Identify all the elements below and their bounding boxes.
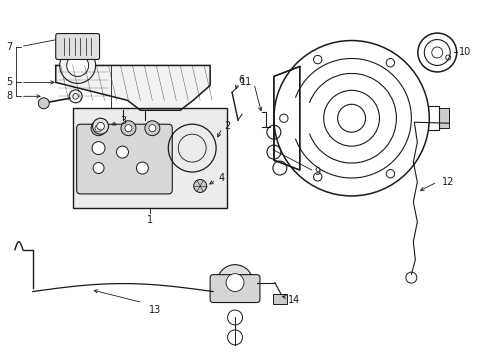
Text: 12: 12 xyxy=(441,177,453,187)
Circle shape xyxy=(91,121,106,136)
Text: 14: 14 xyxy=(287,294,300,305)
Circle shape xyxy=(125,125,132,132)
Bar xyxy=(73,108,226,208)
Circle shape xyxy=(92,118,108,134)
Circle shape xyxy=(136,162,148,174)
Circle shape xyxy=(66,54,88,76)
Text: 9: 9 xyxy=(314,167,320,177)
Bar xyxy=(438,108,448,128)
Text: 11: 11 xyxy=(239,77,251,87)
Text: 1: 1 xyxy=(146,215,153,225)
FancyBboxPatch shape xyxy=(77,124,172,194)
Circle shape xyxy=(121,121,136,136)
Circle shape xyxy=(225,274,244,292)
Circle shape xyxy=(92,141,105,154)
Circle shape xyxy=(217,265,252,301)
Circle shape xyxy=(95,125,102,132)
Circle shape xyxy=(93,163,104,174)
Polygon shape xyxy=(56,66,210,110)
Circle shape xyxy=(116,146,128,158)
Text: 10: 10 xyxy=(458,48,470,58)
Circle shape xyxy=(148,125,156,132)
Circle shape xyxy=(38,98,49,109)
Text: 7: 7 xyxy=(7,41,13,51)
Circle shape xyxy=(144,121,160,136)
FancyBboxPatch shape xyxy=(56,33,100,59)
Text: 13: 13 xyxy=(149,305,161,315)
Text: 8: 8 xyxy=(7,91,13,101)
Circle shape xyxy=(193,180,206,193)
Text: 5: 5 xyxy=(7,77,13,87)
Bar xyxy=(272,293,286,303)
Text: 3: 3 xyxy=(120,116,126,126)
Circle shape xyxy=(97,122,104,130)
FancyBboxPatch shape xyxy=(210,275,260,302)
Circle shape xyxy=(60,48,95,84)
Text: 6: 6 xyxy=(238,75,244,85)
Text: 2: 2 xyxy=(224,121,230,131)
Text: 4: 4 xyxy=(218,173,224,183)
